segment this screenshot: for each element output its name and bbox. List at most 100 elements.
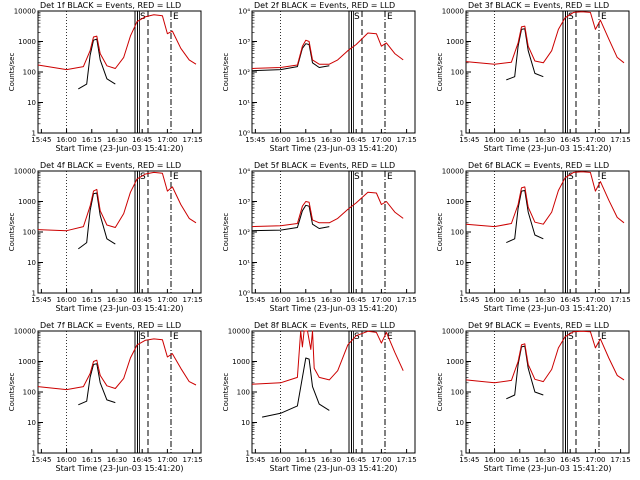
x-tick-label: 17:00 [157, 136, 177, 144]
x-tick-label: 17:15 [611, 456, 631, 464]
y-tick-label: 10 [27, 259, 36, 267]
chart-title: Det 2f BLACK = Events, RED = LLD [254, 1, 395, 10]
y-tick-label: 1 [32, 130, 36, 138]
chart-panel-9: Det 9f BLACK = Events, RED = LLD 1 10 100 10… [436, 321, 631, 473]
x-tick-label: 17:15 [397, 296, 417, 304]
chart-title: Det 9f BLACK = Events, RED = LLD [468, 321, 609, 330]
series-line-lld [465, 330, 625, 384]
y-axis-label: Counts/sec [222, 373, 230, 412]
x-tick-label: 17:15 [611, 296, 631, 304]
x-tick-label: 16:45 [560, 136, 580, 144]
x-tick-label: 16:45 [346, 456, 366, 464]
y-tick-label: 10000 [14, 168, 36, 176]
x-axis-label: Start Time (23-Jun-03 15:41:20) [270, 144, 398, 153]
x-tick-label: 16:00 [270, 296, 290, 304]
plot-frame [251, 10, 416, 134]
x-tick-label: 16:00 [484, 296, 504, 304]
saa-end-label: E [173, 172, 179, 182]
x-tick-label: 15:45 [31, 296, 51, 304]
y-tick-label: 10³ [238, 38, 250, 46]
series-line-events [506, 28, 544, 81]
x-axis-label: Start Time (23-Jun-03 15:41:20) [484, 304, 612, 313]
series-line-events [78, 38, 116, 90]
y-axis-label: Counts/sec [436, 53, 444, 92]
y-axis-label: Counts/sec [8, 213, 16, 252]
chart-title: Det 7f BLACK = Events, RED = LLD [40, 321, 181, 330]
y-axis-label: Counts/sec [436, 213, 444, 252]
x-tick-label: 17:00 [371, 296, 391, 304]
series-line-events [78, 192, 116, 250]
y-tick-label: 1 [460, 450, 464, 458]
x-tick-label: 16:00 [270, 136, 290, 144]
x-tick-label: 15:45 [245, 136, 265, 144]
x-axis-label: Start Time (23-Jun-03 15:41:20) [484, 464, 612, 473]
x-tick-label: 16:30 [107, 456, 127, 464]
x-tick-label: 16:00 [56, 136, 76, 144]
y-tick-label: 10⁴ [238, 8, 250, 16]
y-tick-label: 10⁰ [238, 290, 250, 298]
saa-end-label: E [173, 12, 179, 22]
y-tick-label: 10 [27, 419, 36, 427]
saa-end-label: E [387, 172, 393, 182]
chart-panel-4: Det 4f BLACK = Events, RED = LLD 1 10 100 10… [8, 161, 203, 313]
x-tick-label: 16:15 [510, 296, 530, 304]
x-tick-label: 17:00 [157, 296, 177, 304]
saa-start-label: S [140, 172, 146, 182]
x-tick-label: 17:00 [371, 136, 391, 144]
x-tick-label: 17:15 [397, 136, 417, 144]
saa-start-label: S [568, 172, 574, 182]
series-line-events [506, 345, 544, 400]
chart-title: Det 1f BLACK = Events, RED = LLD [40, 1, 181, 10]
chart-panel-3: Det 3f BLACK = Events, RED = LLD 1 10 100 10… [436, 1, 631, 153]
y-tick-label: 100 [23, 389, 36, 397]
series-line-events [251, 204, 330, 232]
x-tick-label: 16:30 [321, 296, 341, 304]
series-line-lld [465, 11, 625, 65]
x-tick-label: 16:30 [535, 456, 555, 464]
chart-title: Det 8f BLACK = Events, RED = LLD [254, 321, 395, 330]
y-axis-label: Counts/sec [222, 213, 230, 252]
plot-frame [251, 330, 416, 454]
series-line-events [78, 363, 116, 406]
y-tick-label: 1 [32, 450, 36, 458]
x-tick-label: 16:45 [132, 136, 152, 144]
x-tick-label: 16:45 [132, 296, 152, 304]
x-tick-label: 16:30 [535, 296, 555, 304]
x-tick-label: 17:00 [585, 296, 605, 304]
y-axis-label: Counts/sec [8, 53, 16, 92]
x-tick-label: 17:00 [157, 456, 177, 464]
y-tick-label: 1000 [18, 198, 36, 206]
x-tick-label: 16:00 [484, 136, 504, 144]
x-tick-label: 17:15 [183, 456, 203, 464]
x-tick-label: 17:00 [585, 136, 605, 144]
x-tick-label: 16:15 [510, 456, 530, 464]
x-tick-label: 16:15 [82, 296, 102, 304]
saa-end-label: E [387, 332, 393, 342]
y-tick-label: 10⁰ [238, 130, 250, 138]
x-tick-label: 16:00 [56, 296, 76, 304]
saa-start-label: S [140, 332, 146, 342]
y-tick-label: 100 [451, 229, 464, 237]
y-tick-label: 1000 [18, 38, 36, 46]
y-tick-label: 1 [460, 130, 464, 138]
y-tick-label: 10 [455, 99, 464, 107]
x-tick-label: 16:15 [296, 296, 316, 304]
x-tick-label: 16:00 [270, 456, 290, 464]
x-tick-label: 15:45 [245, 456, 265, 464]
x-tick-label: 17:00 [371, 456, 391, 464]
y-tick-label: 1 [246, 450, 250, 458]
chart-title: Det 6f BLACK = Events, RED = LLD [468, 161, 609, 170]
y-tick-label: 10³ [238, 198, 250, 206]
plot-frame [251, 170, 416, 294]
x-tick-label: 15:45 [459, 456, 479, 464]
x-tick-label: 16:15 [296, 456, 316, 464]
y-tick-label: 100 [451, 69, 464, 77]
x-tick-label: 16:45 [560, 296, 580, 304]
chart-panel-6: Det 6f BLACK = Events, RED = LLD 1 10 100 10… [436, 161, 631, 313]
y-axis-label: Counts/sec [436, 373, 444, 412]
chart-title: Det 5f BLACK = Events, RED = LLD [254, 161, 395, 170]
x-tick-label: 17:15 [611, 136, 631, 144]
y-tick-label: 10 [455, 419, 464, 427]
plot-frame [37, 170, 202, 294]
